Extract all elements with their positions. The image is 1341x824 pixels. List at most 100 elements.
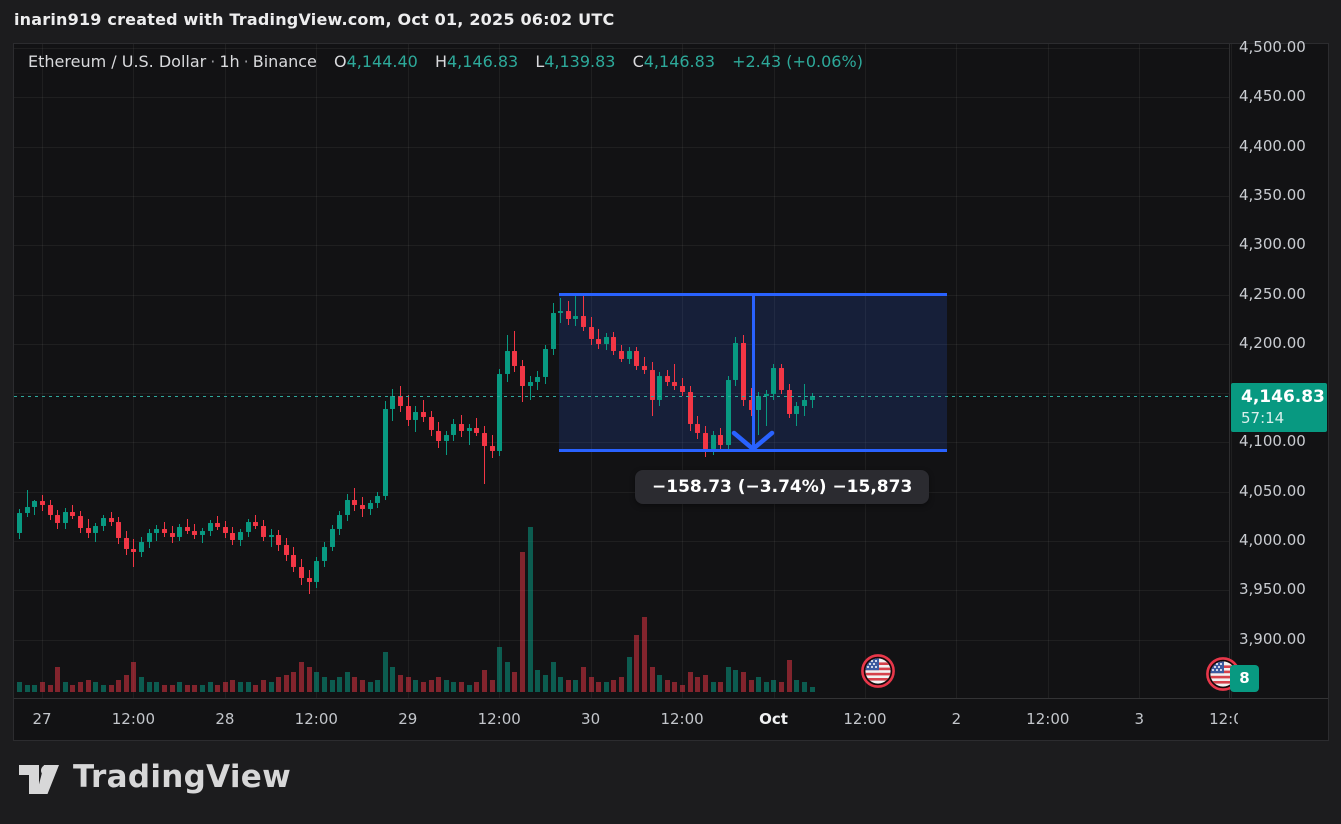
low-letter: L xyxy=(535,52,545,71)
volume-bar xyxy=(344,672,350,692)
volume-bar xyxy=(100,684,106,692)
volume-bar xyxy=(405,677,411,692)
price-grid-line xyxy=(14,48,1229,49)
close-letter: C xyxy=(632,52,644,71)
time-axis[interactable]: 27 12:00 28 12:00 29 12:00 30 12:00 Oct 12:00 2 12:… xyxy=(14,698,1328,740)
footer: TradingView xyxy=(0,740,1341,824)
volume-bar xyxy=(93,682,99,692)
tradingview-logo-icon[interactable] xyxy=(19,765,65,795)
candle-body xyxy=(741,342,746,400)
attribution-bar: inarin919 created with TradingView.com, … xyxy=(0,0,1341,43)
volume-bar xyxy=(794,679,800,692)
exchange-label: Binance xyxy=(252,52,317,71)
candle-body xyxy=(443,435,449,442)
volume-bar xyxy=(360,679,365,692)
candle-wick xyxy=(34,499,36,516)
volume-bar xyxy=(17,682,23,692)
events-count-badge[interactable]: 8 xyxy=(1230,665,1259,692)
candle-body xyxy=(306,578,312,583)
volume-bar xyxy=(268,682,274,692)
candle-body xyxy=(459,423,465,432)
volume-bar xyxy=(436,677,442,692)
volume-bar xyxy=(672,682,678,692)
candle-body xyxy=(360,505,365,510)
volume-bar xyxy=(550,662,556,692)
volume-bar xyxy=(382,652,388,692)
price-grid-line xyxy=(14,393,1229,394)
volume-bar xyxy=(78,682,84,692)
candle-body xyxy=(329,529,335,547)
volume-bar xyxy=(565,679,571,692)
candle-wick xyxy=(796,401,798,426)
candle-wick xyxy=(156,525,158,541)
candle-body xyxy=(47,505,53,516)
measure-vertical-line[interactable] xyxy=(751,294,755,451)
candle-body xyxy=(809,396,815,400)
price-axis-label: 4,500.00 xyxy=(1239,38,1306,56)
candle-body xyxy=(344,499,350,516)
candle-wick xyxy=(758,392,760,436)
candle-body xyxy=(146,533,152,542)
time-grid-line xyxy=(42,44,43,698)
candle-body xyxy=(55,515,61,524)
candle-body xyxy=(420,411,426,417)
candle-wick xyxy=(476,417,478,437)
chart-pane[interactable]: Ethereum / U.S. Dollar · 1h · Binance O4,144… xyxy=(14,44,1240,698)
candle-body xyxy=(779,368,785,391)
volume-bar xyxy=(375,679,381,692)
time-grid-line xyxy=(1230,44,1232,698)
time-axis-label: 12:00 xyxy=(111,710,155,728)
time-axis-label: 30 xyxy=(581,710,601,728)
volume-bar xyxy=(154,682,160,692)
candle-body xyxy=(32,501,38,508)
measure-arrow-icon[interactable] xyxy=(731,430,775,452)
candle-body xyxy=(352,499,358,506)
volume-bar xyxy=(47,684,53,692)
candle-wick xyxy=(811,393,813,408)
price-grid-line xyxy=(14,590,1229,592)
candle-body xyxy=(321,546,327,561)
close-value: 4,146.83 xyxy=(643,52,715,71)
candle-body xyxy=(314,560,320,583)
volume-bar xyxy=(809,687,815,692)
legend-separator: · xyxy=(210,52,216,71)
volume-bar xyxy=(314,672,320,692)
candle-body xyxy=(550,313,556,349)
price-grid-line xyxy=(14,195,1229,197)
volume-bar xyxy=(619,677,625,692)
candle-body xyxy=(139,541,145,552)
volume-bar xyxy=(603,682,609,692)
volume-bar xyxy=(390,667,396,692)
price-axis[interactable]: 4,146.83 57:14 4,500.00 4,450.00 4,400.00 4… xyxy=(1229,38,1328,698)
candle-body xyxy=(687,392,693,424)
candle-body xyxy=(794,405,800,414)
price-axis-label: 3,950.00 xyxy=(1239,580,1306,599)
time-axis-label: 12:00 xyxy=(477,710,521,728)
symbol-legend: Ethereum / U.S. Dollar · 1h · Binance O4,144… xyxy=(28,52,863,71)
candle-body xyxy=(299,566,305,579)
volume-bar xyxy=(70,684,76,692)
volume-bar xyxy=(741,672,746,692)
volume-bar xyxy=(512,672,518,692)
time-axis-label: 2 xyxy=(951,710,962,728)
time-axis-label: 12:00 xyxy=(843,710,887,728)
price-grid-line xyxy=(14,146,1229,148)
candle-body xyxy=(192,531,198,535)
time-grid-line xyxy=(682,44,684,698)
candle-body xyxy=(588,326,594,339)
price-axis-label: 4,450.00 xyxy=(1239,87,1306,106)
open-letter: O xyxy=(334,52,347,71)
volume-bar xyxy=(276,677,282,692)
time-labels: 27 12:00 28 12:00 29 12:00 30 12:00 Oct 12:00 2 12:… xyxy=(14,699,1238,740)
volume-bar xyxy=(108,684,114,692)
tradingview-wordmark[interactable]: TradingView xyxy=(73,759,292,795)
time-grid-line xyxy=(590,44,592,698)
candle-body xyxy=(268,535,274,537)
volume-bar xyxy=(474,682,480,692)
measure-label: −158.73 (−3.74%) −15,873 xyxy=(635,469,930,504)
candle-body xyxy=(78,516,84,529)
price-axis-label: 4,200.00 xyxy=(1239,333,1306,352)
price-axis-label: 3,900.00 xyxy=(1239,629,1306,648)
candle-wick xyxy=(201,528,203,543)
us-flag-icon[interactable] xyxy=(861,654,895,688)
